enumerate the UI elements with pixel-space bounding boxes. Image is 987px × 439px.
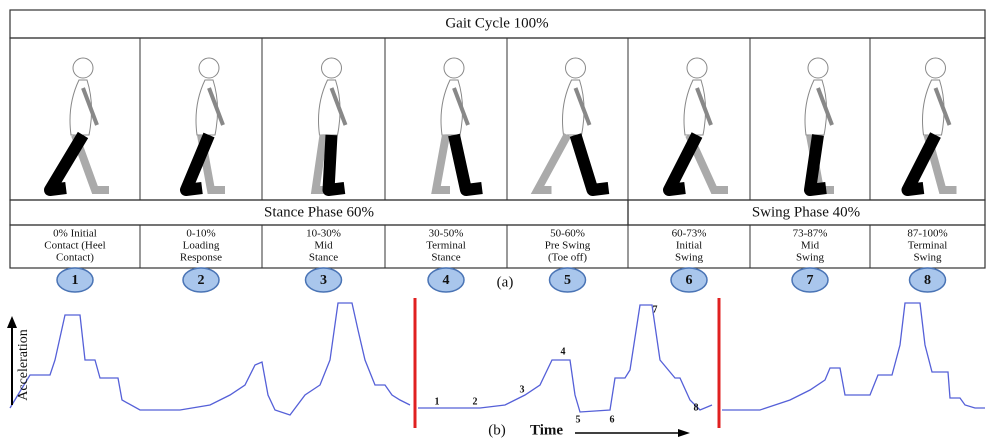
figure: Gait Cycle 100% Stance Phase 60% Swing P… xyxy=(0,0,987,439)
step-number: 1 xyxy=(72,273,79,288)
signal-annotation: 8 xyxy=(694,402,699,413)
step-text: 0-10% xyxy=(186,228,215,240)
header-title: Gait Cycle 100% xyxy=(445,15,548,31)
figure-head xyxy=(926,58,946,78)
figure-head xyxy=(322,58,342,78)
signal-annotation: 5 xyxy=(576,414,581,425)
x-label: Time xyxy=(530,422,563,438)
step-text: Loading xyxy=(183,240,220,252)
step-text: Pre Swing xyxy=(545,240,591,252)
figure-leg-highlight xyxy=(669,135,697,190)
step-number: 5 xyxy=(564,273,571,288)
signal-annotation: 7 xyxy=(653,304,658,315)
step-text: 73-87% xyxy=(793,228,828,240)
step-text: Initial xyxy=(676,240,702,252)
step-text: 60-73% xyxy=(672,228,707,240)
image-row xyxy=(10,38,985,200)
figure-leg xyxy=(538,135,568,190)
step-number: 8 xyxy=(924,273,931,288)
figure-head xyxy=(808,58,828,78)
step-text: 30-50% xyxy=(429,228,464,240)
signal-annotation: 1 xyxy=(435,396,440,407)
x-arrowhead xyxy=(678,429,690,437)
step-text: Mid xyxy=(314,240,333,252)
step-number: 7 xyxy=(807,273,814,288)
signal-annotation: 2 xyxy=(473,396,478,407)
step-text: 87-100% xyxy=(907,228,947,240)
step-text: Terminal xyxy=(426,240,466,252)
signal xyxy=(418,305,712,412)
step-text: 50-60% xyxy=(550,228,585,240)
step-text: Stance xyxy=(309,252,338,264)
step-text: Response xyxy=(180,252,222,264)
figure-head xyxy=(73,58,93,78)
step-text: Swing xyxy=(913,252,942,264)
step-number: 6 xyxy=(686,273,693,288)
panel-label: (b) xyxy=(488,422,506,438)
figure-leg-highlight xyxy=(576,135,609,190)
figure-head xyxy=(566,58,586,78)
figure-leg-highlight xyxy=(50,135,83,190)
figure-head xyxy=(444,58,464,78)
step-number: 3 xyxy=(320,273,327,288)
step-text: Swing xyxy=(796,252,825,264)
step-number: 2 xyxy=(198,273,205,288)
panel-label: (a) xyxy=(497,274,514,290)
step-text: Mid xyxy=(801,240,820,252)
step-text: Terminal xyxy=(908,240,948,252)
step-text: Contact (Heel xyxy=(44,240,105,252)
step-number: 4 xyxy=(443,273,450,288)
figure-leg xyxy=(436,135,450,190)
step-row xyxy=(10,225,985,268)
y-arrowhead xyxy=(7,316,17,328)
step-text: 10-30% xyxy=(306,228,341,240)
figure-head xyxy=(687,58,707,78)
step-text: Swing xyxy=(675,252,704,264)
phase-label: Stance Phase 60% xyxy=(264,204,374,220)
figure-leg-highlight xyxy=(454,135,482,190)
signal xyxy=(10,303,410,415)
step-text: Stance xyxy=(431,252,460,264)
signal-annotation: 3 xyxy=(520,384,525,395)
y-label: Acceleration xyxy=(16,329,31,401)
phase-label: Swing Phase 40% xyxy=(752,204,860,220)
signal xyxy=(722,303,985,410)
figure-leg-highlight xyxy=(329,135,345,190)
step-text: Contact) xyxy=(56,252,94,264)
step-text: (Toe off) xyxy=(548,252,587,264)
figure-head xyxy=(199,58,219,78)
signal-annotation: 4 xyxy=(561,346,566,357)
signal-annotation: 6 xyxy=(610,414,615,425)
step-text: 0% Initial xyxy=(53,228,97,240)
